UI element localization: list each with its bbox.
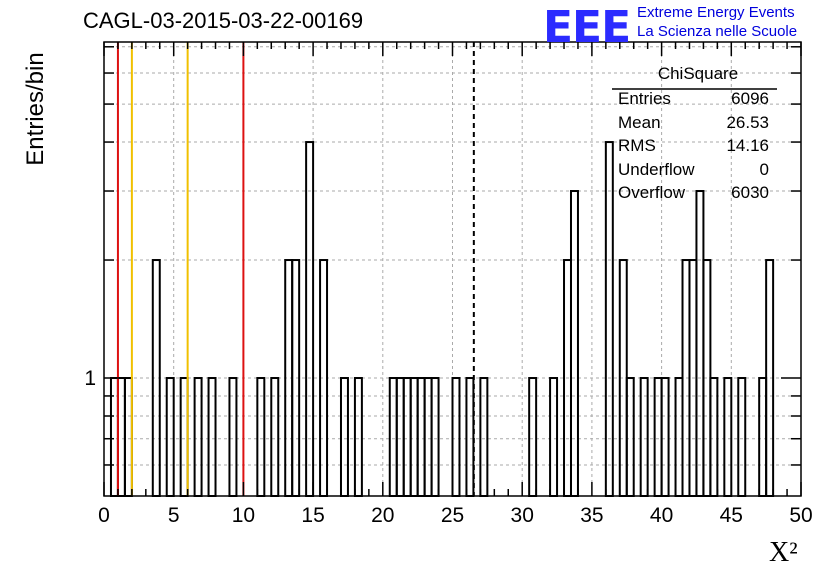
x-tick-label: 10 <box>232 504 255 527</box>
histogram-bar <box>305 141 315 497</box>
logo-caption: Extreme Energy Events La Scienza nelle S… <box>637 3 797 41</box>
stats-value: 6030 <box>731 183 769 202</box>
x-tick-label: 25 <box>441 504 464 527</box>
histogram-bar <box>695 190 705 497</box>
chart-title: CAGL-03-2015-03-22-00169 <box>83 8 364 33</box>
x-tick-label: 35 <box>580 504 603 527</box>
stats-label: Overflow <box>618 183 686 202</box>
stats-value: 14.16 <box>726 136 769 155</box>
stats-row-underflow: Underflow 0 <box>611 160 777 184</box>
stats-label: Entries <box>618 89 671 108</box>
stats-value: 6096 <box>731 89 769 108</box>
stats-row-entries: Entries 6096 <box>611 89 777 113</box>
stats-box: ChiSquare Entries 6096 Mean 26.53 RMS 14… <box>611 64 777 207</box>
histogram-bar <box>569 190 579 497</box>
stats-row-overflow: Overflow 6030 <box>611 183 777 207</box>
stats-label: Underflow <box>618 159 695 179</box>
x-tick-label: 30 <box>511 504 534 527</box>
stats-row-rms: RMS 14.16 <box>611 136 777 160</box>
stats-title: ChiSquare <box>657 64 739 83</box>
x-tick-label: 15 <box>301 504 324 527</box>
x-tick-label: 50 <box>789 504 812 527</box>
stats-value: 26.53 <box>726 112 769 132</box>
y-tick-label: 1 <box>84 367 96 390</box>
logo-line-2: La Scienza nelle Scuole <box>637 23 798 40</box>
x-tick-label: 40 <box>650 504 673 527</box>
x-tick-label: 5 <box>168 504 180 527</box>
stats-value: 0 <box>759 159 769 179</box>
logo-line-1: Extreme Energy Events <box>637 4 795 21</box>
x-tick-label: 20 <box>371 504 394 527</box>
x-tick-label: 0 <box>98 504 110 527</box>
eee-logo: EEE <box>543 2 631 53</box>
x-tick-label: 45 <box>720 504 743 527</box>
y-axis-label: Entries/bin <box>22 52 49 166</box>
stats-row-mean: Mean 26.53 <box>611 113 777 137</box>
x-axis-label: X² <box>769 537 798 568</box>
stats-label: Mean <box>618 112 661 132</box>
stats-label: RMS <box>618 136 656 155</box>
